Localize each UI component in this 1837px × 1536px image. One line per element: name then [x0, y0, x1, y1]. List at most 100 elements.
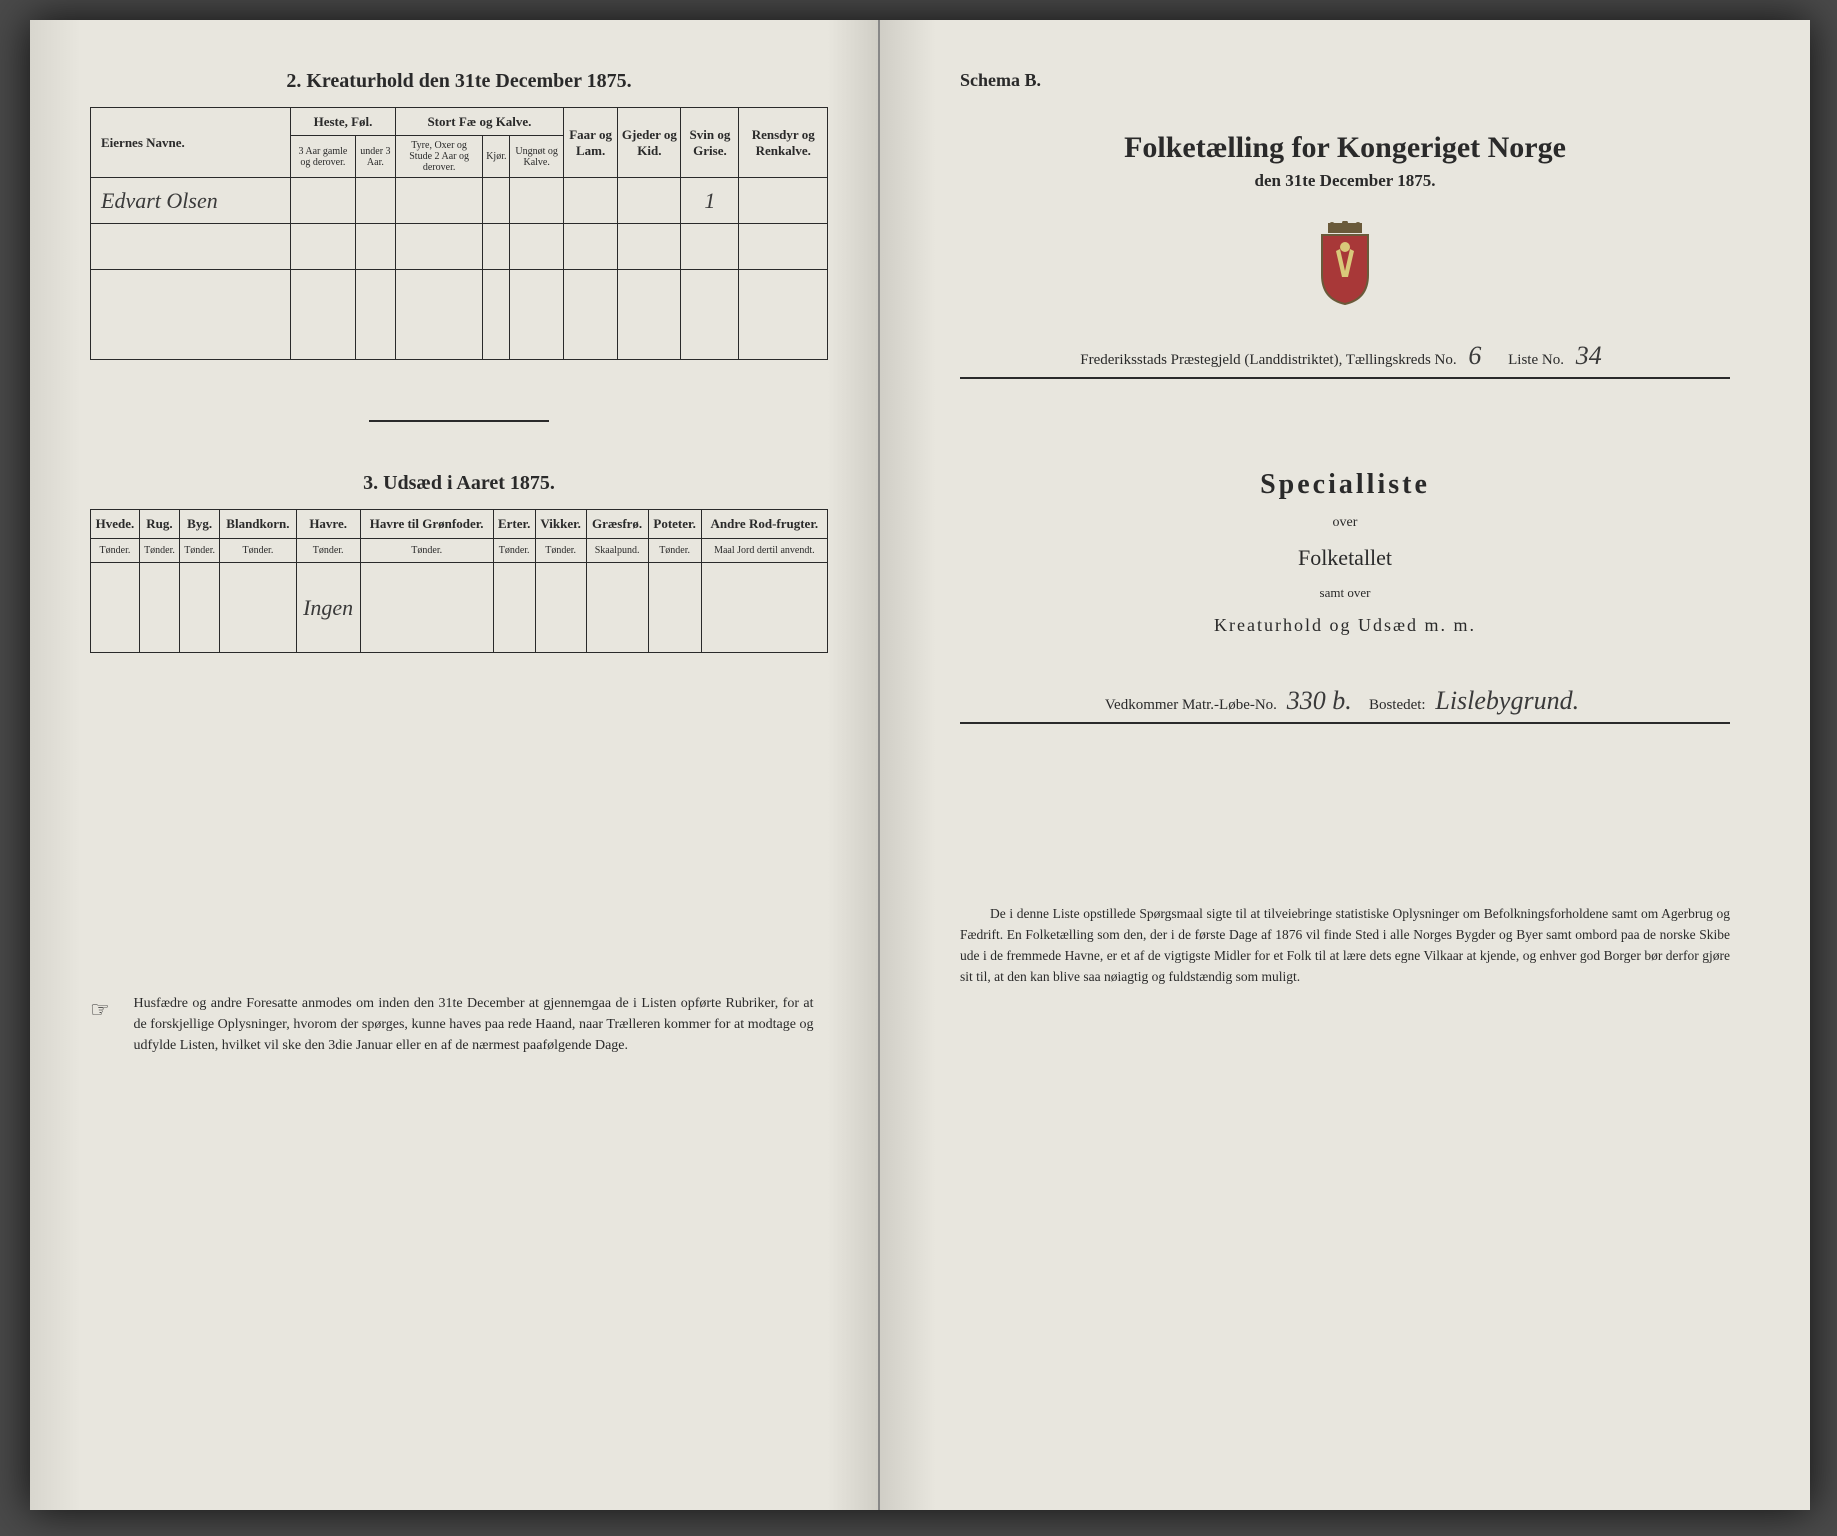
cell [586, 563, 648, 653]
cell [396, 178, 483, 224]
table-row: Edvart Olsen 1 [91, 178, 828, 224]
cell [493, 563, 535, 653]
unit: Maal Jord dertil anvendt. [701, 539, 827, 563]
book-spread: 2. Kreaturhold den 31te December 1875. E… [30, 20, 1810, 1510]
unit: Tønder. [493, 539, 535, 563]
left-footnote-text: Husfædre og andre Foresatte anmodes om i… [134, 993, 814, 1056]
col-byg: Byg. [180, 510, 220, 539]
cell [396, 270, 483, 360]
col-rodfr: Andre Rod-frugter. [701, 510, 827, 539]
col-vikker: Vikker. [535, 510, 586, 539]
census-title: Folketælling for Kongeriget Norge [960, 131, 1730, 165]
unit: Tønder. [535, 539, 586, 563]
cell [91, 224, 291, 270]
left-page: 2. Kreaturhold den 31te December 1875. E… [30, 20, 880, 1510]
col-erter: Erter. [493, 510, 535, 539]
cell [291, 270, 356, 360]
col-horses-old: 3 Aar gamle og derover. [291, 136, 356, 178]
cell [648, 563, 701, 653]
census-date: den 31te December 1875. [960, 171, 1730, 191]
col-graesfro: Græsfrø. [586, 510, 648, 539]
cell [701, 563, 827, 653]
cell [483, 224, 510, 270]
col-poteter: Poteter. [648, 510, 701, 539]
cell [510, 178, 563, 224]
cell [483, 270, 510, 360]
udsaed-table: Hvede. Rug. Byg. Blandkorn. Havre. Havre… [90, 509, 828, 653]
right-footnote: De i denne Liste opstillede Spørgsmaal s… [960, 904, 1730, 988]
col-cattle-calves: Ungnøt og Kalve. [510, 136, 563, 178]
cell [91, 270, 291, 360]
right-page: Schema B. Folketælling for Kongeriget No… [880, 20, 1810, 1510]
parish-line: Frederiksstads Præstegjeld (Landdistrikt… [960, 341, 1730, 379]
kreaturhold-table: Eiernes Navne. Heste, Føl. Stort Fæ og K… [90, 107, 828, 360]
divider-line [369, 420, 549, 422]
coat-of-arms-icon [960, 221, 1730, 311]
bosted-name: Lislebygrund. [1435, 686, 1579, 715]
cell [355, 270, 395, 360]
cell [563, 270, 617, 360]
samt-label: samt over [960, 585, 1730, 601]
col-hvede: Hvede. [91, 510, 140, 539]
unit: Tønder. [296, 539, 360, 563]
col-owner: Eiernes Navne. [91, 108, 291, 178]
unit: Tønder. [180, 539, 220, 563]
unit: Skaalpund. [586, 539, 648, 563]
cell [535, 563, 586, 653]
cell [483, 178, 510, 224]
unit: Tønder. [220, 539, 296, 563]
cell [739, 270, 828, 360]
folketallet-heading: Folketallet [960, 545, 1730, 571]
cell [510, 224, 563, 270]
col-horses: Heste, Føl. [291, 108, 396, 136]
cell-pigs: 1 [681, 178, 739, 224]
liste-label: Liste No. [1508, 352, 1564, 368]
cell [396, 224, 483, 270]
cell [563, 178, 617, 224]
unit: Tønder. [360, 539, 493, 563]
col-reindeer: Rensdyr og Renkalve. [739, 108, 828, 178]
bosted-label: Bostedet: [1369, 697, 1426, 713]
unit: Tønder. [91, 539, 140, 563]
liste-number: 34 [1576, 341, 1602, 370]
col-havre-gron: Havre til Grønfoder. [360, 510, 493, 539]
cell [291, 224, 356, 270]
cell [220, 563, 296, 653]
kreds-number: 6 [1468, 341, 1481, 370]
over-label: over [960, 515, 1730, 531]
cell [510, 270, 563, 360]
cell [681, 270, 739, 360]
col-rug: Rug. [139, 510, 179, 539]
cell [91, 563, 140, 653]
col-blandkorn: Blandkorn. [220, 510, 296, 539]
cell [739, 224, 828, 270]
cell [739, 178, 828, 224]
left-footnote: ☞ Husfædre og andre Foresatte anmodes om… [90, 993, 828, 1056]
table-row: Ingen [91, 563, 828, 653]
cell [360, 563, 493, 653]
specialliste-heading: Specialliste [960, 469, 1730, 501]
unit: Tønder. [139, 539, 179, 563]
matr-number: 330 b. [1287, 686, 1352, 715]
cell [681, 224, 739, 270]
cell-owner: Edvart Olsen [91, 178, 291, 224]
vedkom-prefix: Vedkommer Matr.-Løbe-No. [1105, 697, 1277, 713]
schema-label: Schema B. [960, 70, 1730, 91]
cell [355, 224, 395, 270]
col-havre: Havre. [296, 510, 360, 539]
pointer-icon: ☞ [90, 993, 130, 1026]
col-pigs: Svin og Grise. [681, 108, 739, 178]
section2-title: 2. Kreaturhold den 31te December 1875. [90, 70, 828, 93]
section3-title: 3. Udsæd i Aaret 1875. [90, 472, 828, 495]
cell [139, 563, 179, 653]
vedkommer-line: Vedkommer Matr.-Løbe-No. 330 b. Bostedet… [960, 686, 1730, 724]
parish-prefix: Frederiksstads Præstegjeld (Landdistrikt… [1080, 352, 1456, 368]
cell [618, 224, 681, 270]
col-horses-young: under 3 Aar. [355, 136, 395, 178]
cell [618, 270, 681, 360]
col-cattle-cows: Kjør. [483, 136, 510, 178]
cell [291, 178, 356, 224]
col-goats: Gjeder og Kid. [618, 108, 681, 178]
kreatur-heading: Kreaturhold og Udsæd m. m. [960, 615, 1730, 636]
col-sheep: Faar og Lam. [563, 108, 617, 178]
